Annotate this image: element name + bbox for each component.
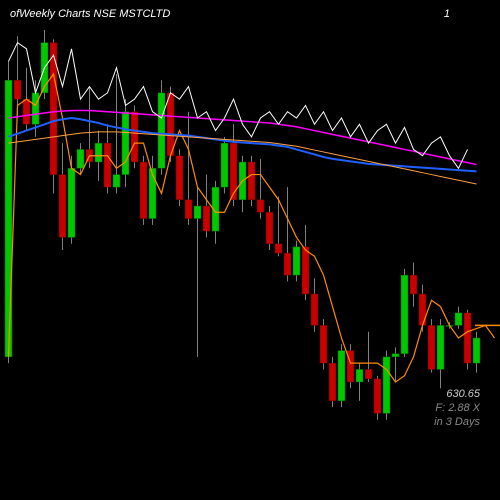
ratio-label: F: 2.88 X (434, 402, 480, 414)
chart-info-box: 630.65 F: 2.88 X in 3 Days (434, 386, 480, 430)
days-label: in 3 Days (434, 416, 480, 428)
candlestick-chart (0, 0, 500, 500)
last-price-label: 630.65 (434, 388, 480, 400)
